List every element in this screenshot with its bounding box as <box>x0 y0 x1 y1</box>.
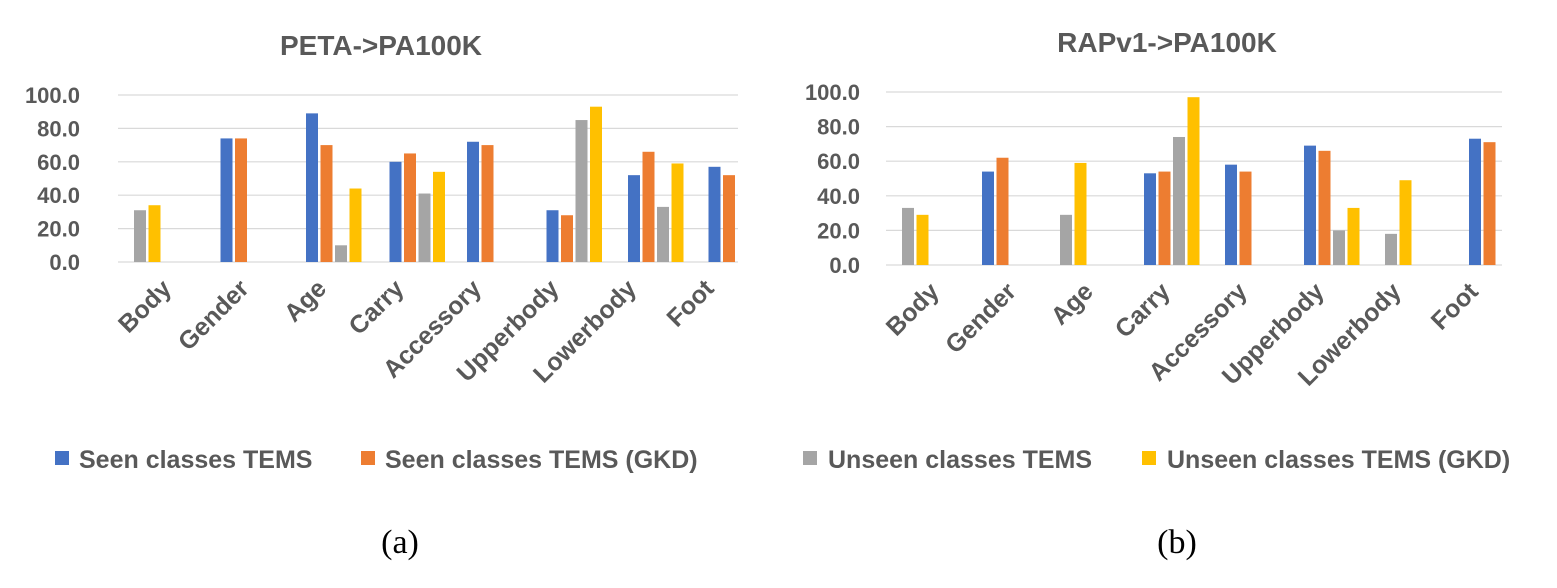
chart-b-bar-lowerbody-s3 <box>1399 180 1412 265</box>
chart-b-bar-accessory-s0 <box>1225 164 1237 265</box>
chart-b-bar-carry-s3 <box>1187 97 1200 265</box>
chart-b-category-label: Foot <box>1426 277 1485 336</box>
chart-b-ytick-label: 80.0 <box>817 115 860 140</box>
chart-b: RAPv1->PA100K 0.0 20.0 40.0 60.0 80.0 100.0 B… <box>805 27 1502 561</box>
chart-b-bar-body-s3 <box>916 214 929 265</box>
chart-b-ytick-label: 40.0 <box>817 184 860 209</box>
chart-a-bar-carry-s2 <box>418 193 431 262</box>
chart-a-bars <box>134 106 735 263</box>
chart-a-bar-accessory-s1 <box>481 145 494 262</box>
chart-b-category-label: Body <box>881 277 945 341</box>
chart-b-bar-age-s2 <box>1060 214 1072 265</box>
legend-label-unseen-gkd: Unseen classes TEMS (GKD) <box>1167 446 1510 474</box>
legend-swatch-unseen <box>803 451 817 465</box>
chart-a: PETA->PA100K 0.0 20.0 40.0 60.0 80.0 100.0 Bo… <box>25 30 738 561</box>
chart-a-yticks: 0.0 20.0 40.0 60.0 80.0 100.0 <box>25 83 80 275</box>
chart-b-bar-lowerbody-s2 <box>1385 233 1397 265</box>
legend-label-unseen: Unseen classes TEMS <box>828 446 1092 474</box>
legend-swatch-seen-gkd <box>361 451 375 465</box>
chart-a-bar-foot-s0 <box>708 166 721 262</box>
chart-b-category-label: Carry <box>1110 277 1176 343</box>
legend-label-seen-gkd: Seen classes TEMS (GKD) <box>385 446 698 474</box>
chart-a-category-label: Body <box>113 274 177 338</box>
chart-b-bar-upperbody-s3 <box>1347 207 1360 265</box>
chart-b-ytick-label: 60.0 <box>817 149 860 174</box>
chart-a-ytick-label: 0.0 <box>49 250 80 275</box>
chart-b-ytick-label: 20.0 <box>817 218 860 243</box>
legend-swatch-seen <box>55 451 69 465</box>
chart-b-bar-upperbody-s1 <box>1318 150 1331 265</box>
chart-a-bar-age-s2 <box>335 245 347 262</box>
chart-b-bar-upperbody-s0 <box>1304 145 1316 265</box>
chart-a-bar-age-s1 <box>320 145 333 262</box>
chart-b-bar-carry-s1 <box>1158 171 1171 265</box>
chart-a-category-label: Carry <box>343 274 409 340</box>
chart-a-bar-carry-s3 <box>433 171 445 262</box>
chart-b-bar-upperbody-s2 <box>1333 230 1345 265</box>
chart-a-category-label: Foot <box>661 274 720 333</box>
legend-label-seen: Seen classes TEMS <box>79 446 312 474</box>
chart-a-bar-upperbody-s3 <box>590 106 602 262</box>
chart-a-bar-lowerbody-s1 <box>642 151 655 262</box>
chart-a-bar-age-s0 <box>306 113 318 263</box>
legend: Seen classes TEMS Seen classes TEMS (GKD… <box>55 446 1510 474</box>
chart-a-bar-body-s2 <box>134 210 146 262</box>
chart-b-category-label: Age <box>1046 277 1099 330</box>
chart-b-bar-accessory-s1 <box>1239 171 1252 265</box>
chart-b-bar-age-s3 <box>1074 162 1087 265</box>
chart-a-ytick-label: 80.0 <box>37 116 80 141</box>
chart-b-bar-gender-s1 <box>996 157 1009 265</box>
chart-b-bar-carry-s2 <box>1173 136 1185 265</box>
chart-b-bar-foot-s1 <box>1483 142 1496 265</box>
chart-b-caption: (b) <box>1157 524 1197 561</box>
chart-b-bars <box>902 97 1496 265</box>
chart-b-category-label: Gender <box>940 277 1022 359</box>
chart-a-bar-lowerbody-s0 <box>628 175 640 262</box>
chart-a-bar-foot-s1 <box>723 175 735 262</box>
chart-a-bar-accessory-s0 <box>467 141 479 262</box>
chart-a-bar-lowerbody-s2 <box>657 206 669 262</box>
chart-b-bar-carry-s0 <box>1144 173 1156 265</box>
chart-a-category-label: Gender <box>173 274 255 356</box>
chart-a-bar-gender-s1 <box>235 138 247 262</box>
chart-b-title: RAPv1->PA100K <box>1057 27 1277 58</box>
chart-a-bar-upperbody-s2 <box>575 120 588 262</box>
chart-a-bar-lowerbody-s3 <box>671 163 684 262</box>
chart-b-yticks: 0.0 20.0 40.0 60.0 80.0 100.0 <box>805 80 860 278</box>
chart-b-ytick-label: 100.0 <box>805 80 860 105</box>
chart-a-bar-upperbody-s0 <box>546 210 559 262</box>
legend-swatch-unseen-gkd <box>1142 451 1156 465</box>
chart-a-bar-body-s3 <box>148 205 161 262</box>
chart-b-bar-body-s2 <box>902 207 914 265</box>
chart-a-caption: (a) <box>381 524 419 561</box>
chart-a-bar-gender-s0 <box>220 138 233 262</box>
chart-a-bar-age-s3 <box>349 188 362 262</box>
chart-a-bar-upperbody-s1 <box>561 215 573 262</box>
chart-b-bar-foot-s0 <box>1469 138 1481 265</box>
chart-a-ytick-label: 100.0 <box>25 83 80 108</box>
chart-a-bar-carry-s0 <box>389 161 402 262</box>
chart-a-ytick-label: 20.0 <box>37 217 80 242</box>
chart-b-bar-gender-s0 <box>982 171 994 265</box>
chart-b-ytick-label: 0.0 <box>829 253 860 278</box>
chart-a-ytick-label: 40.0 <box>37 183 80 208</box>
chart-a-bar-carry-s1 <box>404 153 416 262</box>
chart-a-category-label: Age <box>279 274 332 327</box>
chart-a-title: PETA->PA100K <box>280 30 482 61</box>
chart-a-ytick-label: 60.0 <box>37 150 80 175</box>
